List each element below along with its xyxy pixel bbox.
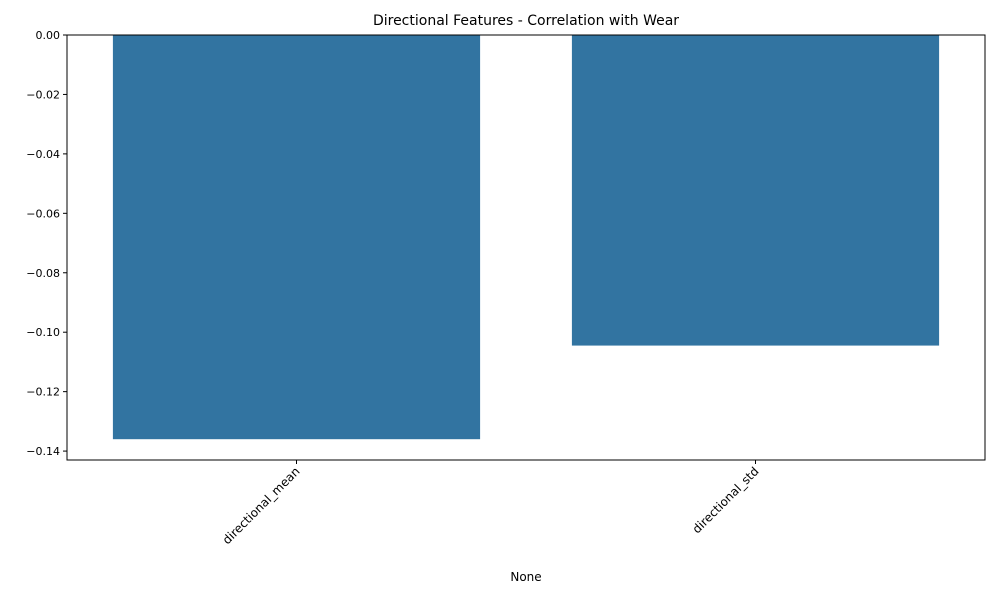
y-tick-label: −0.12 (26, 386, 60, 399)
plot-bars (112, 35, 940, 440)
x-axis-label: None (510, 570, 541, 584)
y-tick-label: 0.00 (36, 29, 61, 42)
x-tick-label: directional_mean (220, 464, 303, 547)
y-tick-label: −0.14 (26, 445, 60, 458)
y-tick-label: −0.04 (26, 148, 60, 161)
bar-directional_std (571, 35, 940, 346)
x-axis: directional_mean directional_std (220, 460, 762, 547)
x-tick-label: directional_std (690, 464, 762, 536)
plot-frame (66, 34, 986, 461)
chart-title: Directional Features - Correlation with … (373, 13, 679, 29)
y-tick-label: −0.08 (26, 267, 60, 280)
y-axis: 0.00 −0.02 −0.04 −0.06 −0.08 −0.10 −0.12 −0.14 (26, 29, 67, 458)
y-tick-label: −0.02 (26, 88, 60, 101)
y-tick-label: −0.06 (26, 207, 60, 220)
y-tick-label: −0.10 (26, 326, 60, 339)
bar-directional_mean (112, 35, 481, 440)
